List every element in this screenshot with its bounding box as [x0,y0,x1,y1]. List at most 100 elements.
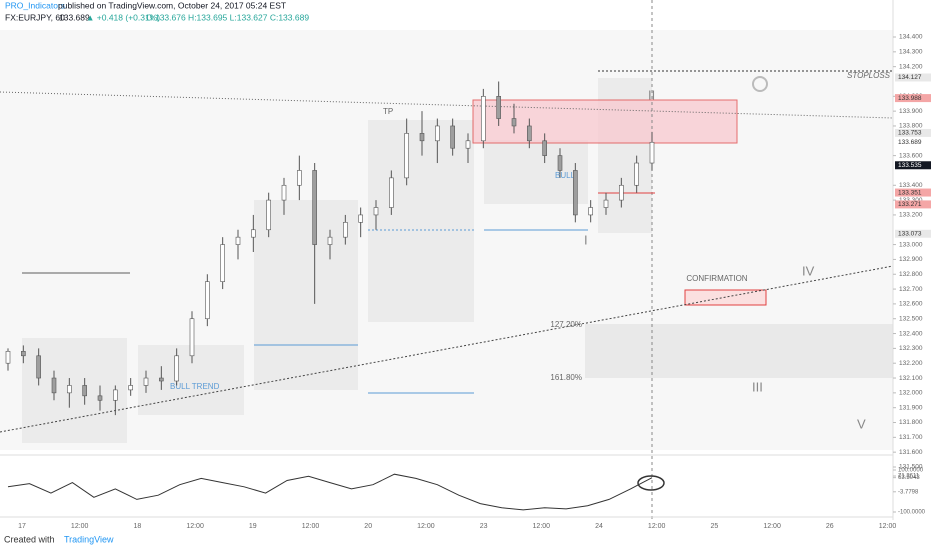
candle-body [251,229,256,238]
target-zone [585,324,893,378]
x-tick-label: 12:00 [302,523,320,530]
y-tick-label: 134.300 [899,49,923,56]
candle-body [82,385,87,397]
candle-body [327,236,333,245]
y-tick-label: 131.900 [899,404,923,411]
osc-tick-label: 100.0000 [898,468,924,474]
symbol: FX:EURJPY, 60 [5,12,65,22]
tp-label: TP [383,107,393,116]
candle-body [450,125,455,149]
candle-body [465,140,471,149]
price-tag [895,229,931,238]
wave-label: II [648,87,655,102]
y-tick-label: 134.200 [899,63,923,70]
candle-body [113,389,118,401]
candle-body [128,385,133,391]
osc-tick-label: 71.3611 [898,474,920,480]
candle-body [527,125,532,142]
wave-label: V [857,416,866,431]
price-tag [895,161,931,170]
y-tick-label: 133.800 [899,123,923,130]
y-tick-label: 131.800 [899,419,923,426]
candle-body [220,244,225,282]
candle-body [174,355,179,382]
fib-label: 161.80% [550,373,582,382]
last: 133.689 [59,12,90,22]
candle-body [266,199,271,231]
y-tick-label: 132.400 [899,330,923,337]
candle-body [97,395,103,401]
wave-label: IV [802,263,815,278]
candle-body [343,222,348,238]
wave-label: I [584,232,588,247]
candle-body [297,170,302,186]
x-tick-label: 12:00 [648,523,666,530]
bull-trend-label: BULL TREND [170,382,220,391]
x-tick-label: 19 [249,523,257,530]
footer-created: Created with [4,534,55,544]
y-tick-label: 133.000 [899,241,923,248]
candle-body [557,155,563,171]
candle-body [373,207,379,216]
candle-body [619,184,624,201]
y-tick-label: 133.900 [899,108,923,115]
candle-body [481,96,486,142]
stoploss-label: STOPLOSS [847,71,891,80]
price-tag [895,138,931,147]
x-tick-label: 20 [364,523,372,530]
candle-body [189,318,195,357]
y-tick-label: 132.100 [899,375,923,382]
stoploss-icon [752,76,768,92]
price-tag [895,73,931,82]
x-tick-label: 25 [711,523,719,530]
y-tick-label: 132.000 [899,390,923,397]
x-tick-label: 12:00 [71,523,89,530]
price-tag [895,200,931,209]
price-tag-label: 133.988 [898,95,922,102]
candle-body [358,214,363,223]
zone [368,120,474,322]
candle-body [603,199,609,208]
candle-body [511,118,517,127]
publisher[interactable]: PRO_Indicators [5,0,65,10]
price-tag-label: 133.753 [898,130,922,137]
candle-body [649,141,655,164]
y-tick-label: 131.700 [899,434,923,441]
osc-tick-label: 63.5043 [898,475,920,481]
wave-label: III [752,379,763,394]
y-tick-label: 132.600 [899,301,923,308]
candle-body [419,133,425,142]
osc-tick-label: -3.7798 [898,489,919,495]
footer-brand[interactable]: TradingView [64,534,114,544]
zone [254,200,358,390]
price-tag-label: 133.073 [898,230,922,237]
y-tick-label: 132.200 [899,360,923,367]
x-tick-label: 12:00 [533,523,551,530]
trendline [0,265,894,433]
y-tick-label: 133.600 [899,152,923,159]
candle-body [435,125,440,142]
y-tick-label: 133.400 [899,182,923,189]
price-tag [895,188,931,197]
ohlc: O:133.676 H:133.695 L:133.627 C:133.689 [146,12,309,22]
osc-tick-label: -100.0000 [898,510,926,516]
x-tick-label: 12:00 [186,523,204,530]
candle-body [573,170,578,216]
candle-body [542,140,547,156]
y-tick-label: 133.200 [899,212,923,219]
candle-body [67,385,72,394]
candle-body [21,351,26,357]
candle-body [588,207,593,216]
candle-body [5,351,11,364]
candle-body [389,177,394,208]
confirmation-label: CONFIRMATION [686,274,747,283]
candle-body [312,170,317,245]
price-tag-label: 133.271 [898,201,922,208]
x-tick-label: 23 [480,523,488,530]
x-tick-label: 12:00 [763,523,781,530]
price-tag-label: 133.535 [898,162,922,169]
published: published on TradingView.com, October 24… [58,0,286,10]
price-tag [895,128,931,137]
resistance-box [472,99,738,144]
x-tick-label: 18 [134,523,142,530]
